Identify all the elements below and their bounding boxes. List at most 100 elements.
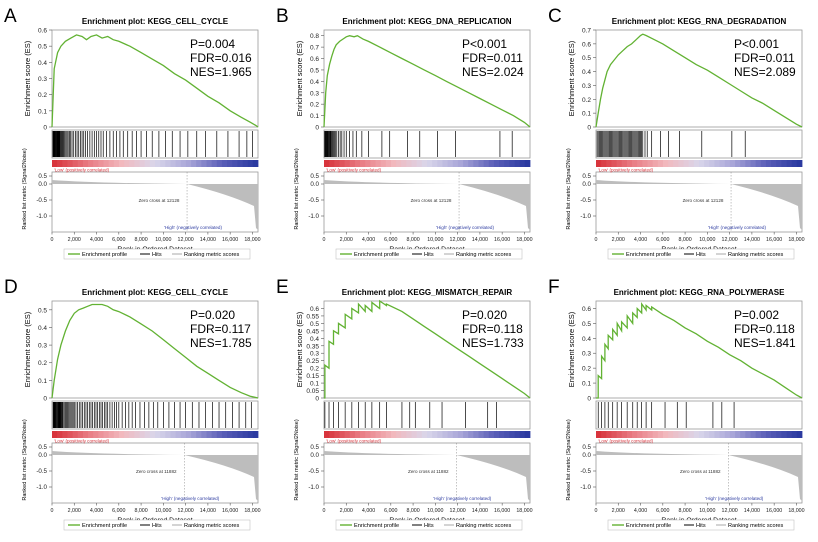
rank-color-segment [385, 160, 392, 167]
rank-color-segment [632, 160, 638, 167]
es-y-tick-label: 0.2 [38, 360, 47, 367]
hits-frame [595, 400, 803, 430]
x-tick-label: 8,000 [678, 508, 691, 514]
x-tick-label: 18,000 [244, 237, 260, 243]
rank-color-segment [442, 160, 448, 167]
rank-color-segment [108, 431, 115, 438]
rank-color-segment [714, 431, 720, 438]
metric-y-tick-label: 0.0 [38, 452, 47, 459]
es-y-tick-label: 0.4 [310, 79, 319, 86]
rank-color-segment [365, 431, 371, 438]
rank-color-segment [791, 431, 798, 438]
x-tick-label: 10,000 [699, 237, 715, 243]
rank-color-segment [175, 160, 182, 167]
rank-color-segment [519, 160, 526, 167]
rank-color-segment [442, 431, 448, 438]
rank-color-segment [416, 431, 423, 438]
es-y-tick-label: 0.1 [310, 381, 319, 388]
metric-y-tick-label: 0.0 [310, 452, 319, 459]
rank-color-segment [699, 431, 705, 438]
es-y-tick-label: 0.6 [310, 306, 319, 313]
rank-color-segment [427, 431, 433, 438]
rank-color-segment [155, 160, 161, 167]
rank-color-segment [242, 431, 249, 438]
x-tick-label: 0 [51, 237, 54, 243]
rank-color-segment [709, 431, 715, 438]
rank-color-segment [206, 160, 213, 167]
legend-box [335, 248, 523, 260]
metric-y-tick-label: -1.0 [308, 213, 319, 220]
rank-color-segment [437, 431, 443, 438]
panel-title: Enrichment plot: KEGG_RNA_POLYMERASE [614, 288, 786, 297]
rank-color-segment [165, 160, 171, 167]
rank-color-segment [329, 160, 335, 167]
metric-y-tick-label: -1.0 [308, 484, 319, 491]
rank-color-segment [339, 160, 345, 167]
rank-color-segment [62, 431, 68, 438]
rank-color-segment [740, 160, 746, 167]
es-y-tick-label: 0.6 [582, 41, 591, 48]
es-y-tick-label: 0.1 [38, 378, 47, 385]
x-tick-label: 10,000 [699, 508, 715, 514]
es-curve [595, 33, 803, 128]
x-tick-label: 12,000 [722, 237, 738, 243]
panel-c: C Enrichment plot: KEGG_RNA_DEGRADATION 0 0… [548, 6, 805, 260]
rank-color-segment [375, 431, 382, 438]
rank-color-segment [160, 160, 166, 167]
rank-color-segment [144, 431, 151, 438]
es-y-tick-label: 0.2 [310, 366, 319, 373]
rank-color-segment [237, 160, 243, 167]
rank-color-segment [52, 160, 58, 167]
low-label: 'Low' (positively correlated) [326, 168, 382, 173]
rank-color-segment [473, 431, 479, 438]
high-label: 'High' (negatively correlated) [164, 225, 222, 230]
rank-color-segment [344, 160, 351, 167]
rank-color-segment [688, 160, 695, 167]
metric-y-tick-label: -1.0 [580, 213, 591, 220]
panel-title: Enrichment plot: KEGG_MISMATCH_REPAIR [342, 288, 513, 297]
rank-color-segment [678, 160, 684, 167]
metric-y-tick-label: -1.0 [36, 484, 47, 491]
low-label: 'Low' (positively correlated) [54, 439, 110, 444]
legend-metric-label: Ranking metric scores [456, 252, 512, 258]
legend-profile-label: Enrichment profile [626, 523, 671, 529]
low-label: 'Low' (positively correlated) [326, 439, 382, 444]
panel-title: Enrichment plot: KEGG_RNA_DEGRADATION [612, 17, 787, 26]
rank-color-segment [67, 160, 73, 167]
rank-color-segment [227, 160, 233, 167]
x-tick-label: 2,000 [340, 237, 353, 243]
legend-hits-label: Hits [696, 252, 706, 258]
rank-color-segment [678, 431, 684, 438]
rank-color-segment [452, 160, 459, 167]
legend: Enrichment profile Hits Ranking metric sco… [335, 248, 523, 260]
x-tick-label: 2,000 [612, 237, 625, 243]
rank-color-segment [611, 431, 617, 438]
rank-color-segment [463, 160, 469, 167]
rank-color-segment [637, 160, 643, 167]
rank-color-segment [237, 431, 243, 438]
es-y-tick-label: 0.4 [582, 69, 591, 76]
rank-color-segment [113, 431, 120, 438]
metric-y-tick-label: 0.5 [310, 173, 319, 180]
stat-p: P=0.002 [734, 308, 779, 322]
metric-y-tick-label: 0.0 [38, 181, 47, 188]
es-plot-frame [51, 29, 259, 128]
low-label: 'Low' (positively correlated) [598, 168, 654, 173]
x-tick-label: 18,000 [244, 508, 260, 514]
rank-color-segment [57, 431, 63, 438]
rank-color-segment [632, 431, 638, 438]
rank-color-segment [201, 431, 207, 438]
rank-color-segment [227, 431, 233, 438]
rank-color-segment [247, 160, 254, 167]
rank-color-segment [385, 431, 392, 438]
rank-color-segment [160, 431, 166, 438]
es-y-tick-label: 0 [587, 125, 591, 132]
x-tick-label: 14,000 [472, 508, 488, 514]
rank-color-segment [349, 160, 356, 167]
rank-color-segment [406, 431, 412, 438]
legend-box [607, 248, 795, 260]
zero-cross-label: Zero cross at 11882 [136, 469, 177, 474]
es-y-tick-label: 0.3 [310, 351, 319, 358]
rank-color-segment [504, 160, 510, 167]
